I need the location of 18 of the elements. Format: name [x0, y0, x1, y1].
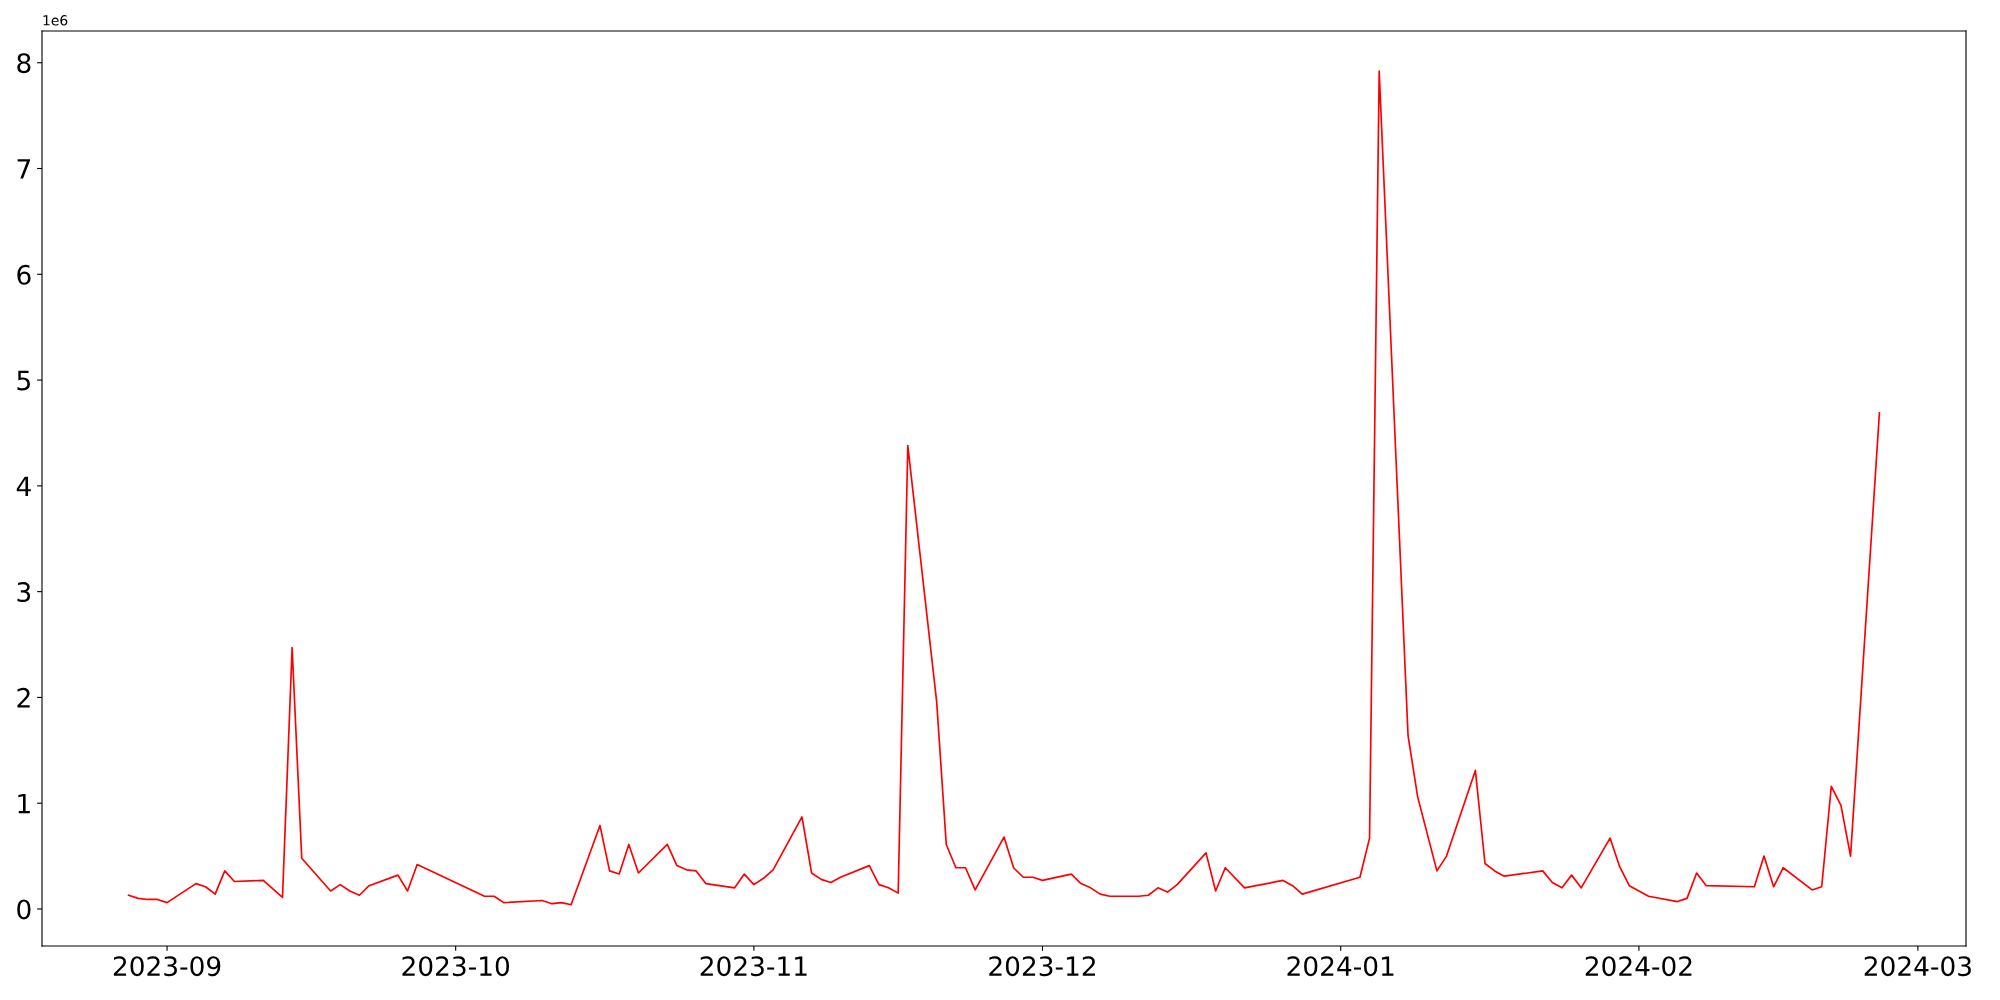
x-tick-label: 2023-10 — [402, 956, 510, 977]
x-tick-label: 2023-09 — [113, 956, 221, 977]
y-tick-label: 0 — [17, 899, 31, 920]
y-tick-label: 1 — [18, 793, 30, 814]
y-tick-label: 8 — [17, 53, 31, 74]
x-tick-label: 2024-03 — [1864, 956, 1971, 977]
y-tick-label: 3 — [17, 582, 31, 603]
y-tick-label: 7 — [17, 159, 31, 179]
y-tick-label: 2 — [17, 687, 30, 708]
x-tick-label: 2023-11 — [700, 956, 807, 977]
text: 1e6 — [43, 15, 68, 26]
y-tick-label: 5 — [17, 370, 30, 391]
x-tick-label: 2024-02 — [1585, 956, 1692, 977]
x-tick-label: 2024-01 — [1287, 956, 1394, 977]
x-tick-label: 2023-12 — [989, 956, 1095, 977]
line-series — [127, 70, 1881, 906]
y-tick-label: 6 — [17, 264, 31, 285]
y-tick-label: 4 — [16, 476, 31, 496]
